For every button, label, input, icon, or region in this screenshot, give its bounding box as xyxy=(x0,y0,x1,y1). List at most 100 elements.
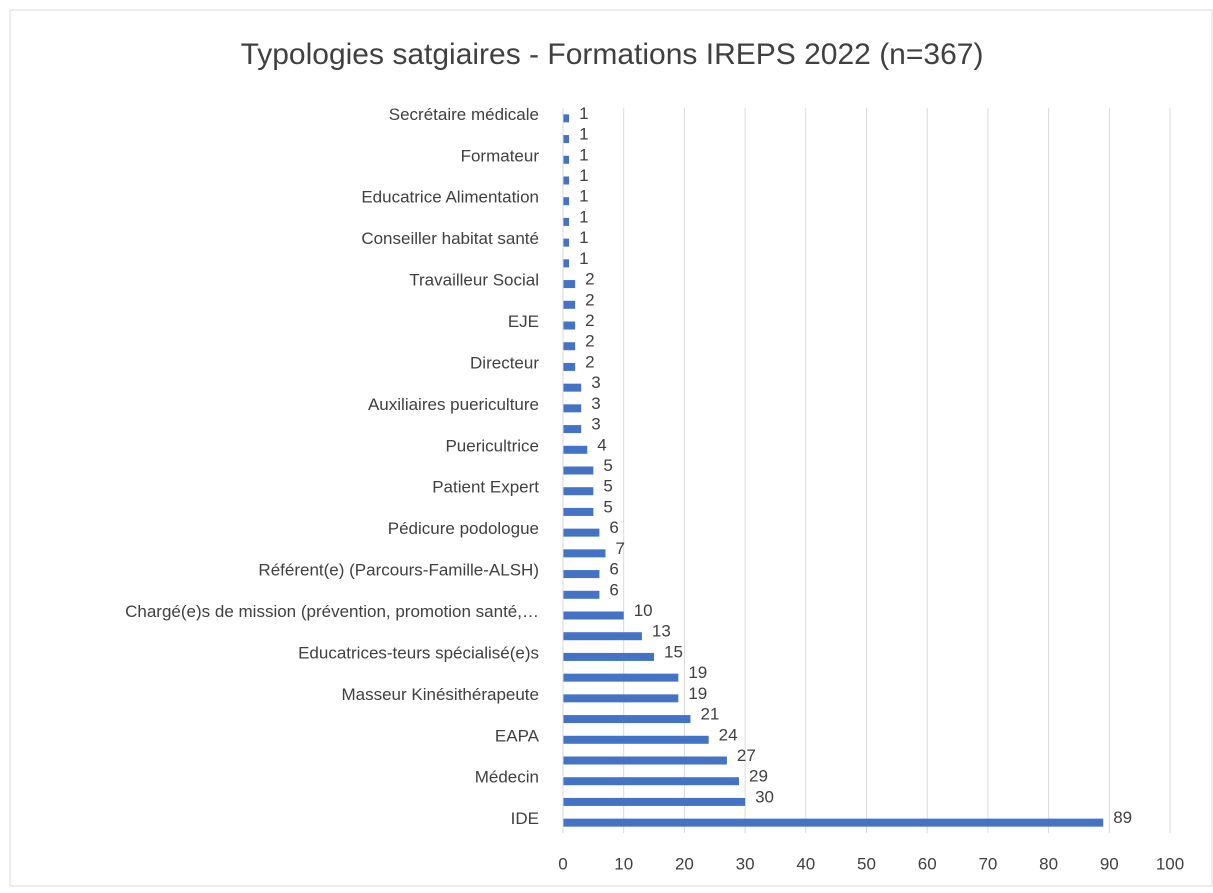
y-tick-label: Secrétaire médicale xyxy=(389,105,539,124)
bar xyxy=(563,259,570,268)
bar xyxy=(563,238,570,247)
bar xyxy=(563,197,570,206)
y-tick-label: Directeur xyxy=(470,353,539,372)
bar xyxy=(563,777,740,786)
x-tick-label: 20 xyxy=(675,854,694,873)
data-label: 1 xyxy=(579,207,588,226)
data-label: 27 xyxy=(737,746,756,765)
data-label: 2 xyxy=(585,352,594,371)
data-label: 6 xyxy=(609,518,618,537)
data-label: 1 xyxy=(579,228,588,247)
data-label: 2 xyxy=(585,290,594,309)
data-label: 6 xyxy=(609,580,618,599)
bar xyxy=(563,652,655,661)
data-label: 1 xyxy=(579,187,588,206)
x-tick-label: 60 xyxy=(918,854,937,873)
data-label: 7 xyxy=(615,539,624,558)
chart-border xyxy=(9,9,1213,887)
bar xyxy=(563,383,582,392)
y-tick-label: Chargé(e)s de mission (prévention, promo… xyxy=(125,602,539,621)
data-label: 29 xyxy=(749,767,768,786)
data-label: 5 xyxy=(603,477,612,496)
data-label: 1 xyxy=(579,125,588,144)
bar xyxy=(563,507,594,516)
y-tick-label: EJE xyxy=(508,312,539,331)
data-label: 3 xyxy=(591,415,600,434)
y-tick-label: IDE xyxy=(511,809,539,828)
bar xyxy=(563,818,1104,827)
y-tick-label: Formateur xyxy=(461,146,540,165)
data-label: 3 xyxy=(591,394,600,413)
data-label: 3 xyxy=(591,373,600,392)
bar xyxy=(563,756,727,765)
bar xyxy=(563,590,600,599)
bar xyxy=(563,404,582,413)
bar xyxy=(563,176,570,185)
data-label: 19 xyxy=(688,663,707,682)
bar xyxy=(563,611,624,620)
data-label: 10 xyxy=(634,601,653,620)
data-label: 4 xyxy=(597,435,606,454)
data-label: 2 xyxy=(585,270,594,289)
bar xyxy=(563,715,691,724)
bar xyxy=(563,135,570,144)
x-tick-label: 10 xyxy=(614,854,633,873)
bar xyxy=(563,445,588,454)
y-tick-label: Masseur Kinésithérapeute xyxy=(341,685,539,704)
y-tick-label: Educatrices-teurs spécialisé(e)s xyxy=(298,643,539,662)
bar xyxy=(563,342,576,351)
y-tick-label: Pédicure podologue xyxy=(388,519,539,538)
x-tick-label: 100 xyxy=(1156,854,1184,873)
bar xyxy=(563,549,606,558)
bar xyxy=(563,570,600,579)
y-tick-label: Puericultrice xyxy=(445,436,539,455)
data-label: 2 xyxy=(585,311,594,330)
data-label: 19 xyxy=(688,684,707,703)
data-label: 5 xyxy=(603,497,612,516)
data-label: 15 xyxy=(664,642,683,661)
y-tick-label: Auxiliaires puericulture xyxy=(368,395,539,414)
y-tick-label: Conseiller habitat santé xyxy=(361,229,539,248)
bar xyxy=(563,362,576,371)
x-tick-label: 50 xyxy=(857,854,876,873)
x-tick-label: 40 xyxy=(796,854,815,873)
x-tick-label: 90 xyxy=(1100,854,1119,873)
x-tick-label: 0 xyxy=(558,854,567,873)
bar xyxy=(563,425,582,434)
data-label: 1 xyxy=(579,104,588,123)
data-label: 2 xyxy=(585,332,594,351)
data-label: 5 xyxy=(603,456,612,475)
y-tick-label: Référent(e) (Parcours-Famille-ALSH) xyxy=(258,561,539,580)
bar xyxy=(563,217,570,226)
data-label: 89 xyxy=(1113,808,1132,827)
bar xyxy=(563,694,679,703)
bar xyxy=(563,735,709,744)
bar xyxy=(563,487,594,496)
data-label: 6 xyxy=(609,560,618,579)
data-label: 13 xyxy=(652,622,671,641)
x-tick-label: 80 xyxy=(1039,854,1058,873)
y-tick-label: Educatrice Alimentation xyxy=(361,188,539,207)
bar xyxy=(563,632,642,641)
y-tick-label: Travailleur Social xyxy=(409,271,539,290)
bar xyxy=(563,114,570,123)
bar xyxy=(563,280,576,289)
y-tick-label: Patient Expert xyxy=(432,478,539,497)
y-tick-label: Médecin xyxy=(475,768,539,787)
bar xyxy=(563,466,594,475)
data-label: 24 xyxy=(719,725,738,744)
bar xyxy=(563,155,570,164)
data-label: 21 xyxy=(700,705,719,724)
chart-title: Typologies satgiaires - Formations IREPS… xyxy=(241,38,984,71)
bar xyxy=(563,673,679,682)
bar xyxy=(563,321,576,330)
bar xyxy=(563,797,746,806)
x-tick-label: 30 xyxy=(736,854,755,873)
x-tick-label: 70 xyxy=(978,854,997,873)
bar xyxy=(563,300,576,309)
data-label: 1 xyxy=(579,249,588,268)
data-label: 30 xyxy=(755,787,774,806)
data-label: 1 xyxy=(579,145,588,164)
data-label: 1 xyxy=(579,166,588,185)
